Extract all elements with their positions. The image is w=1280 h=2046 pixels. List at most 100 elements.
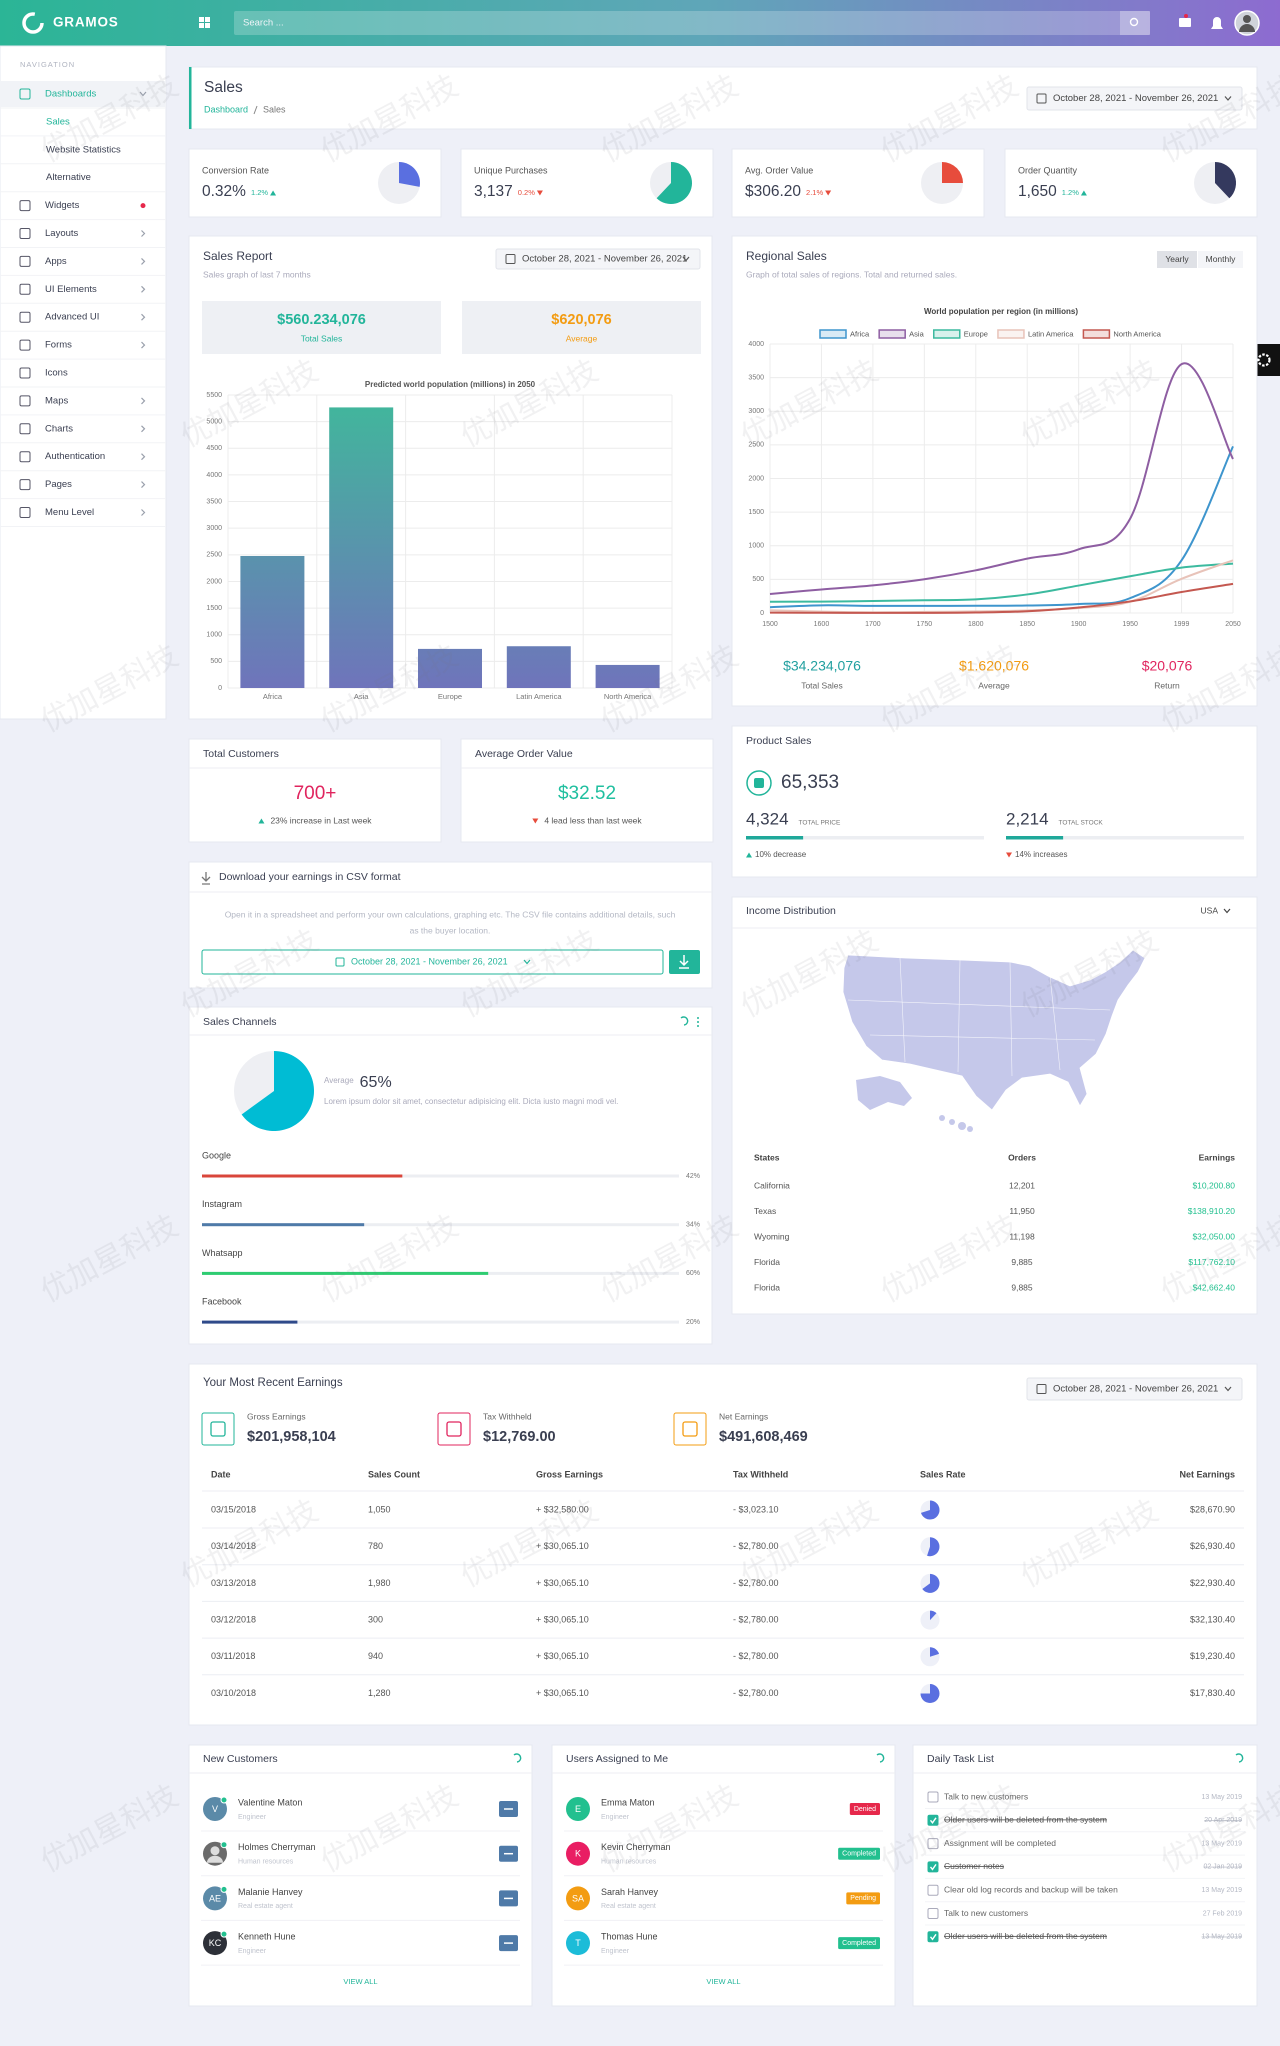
- menu-item[interactable]: Menu Level: [45, 507, 94, 518]
- toggle-button[interactable]: [1198, 251, 1243, 268]
- refresh-icon[interactable]: [680, 1016, 689, 1026]
- stat-change: 0.2%: [518, 188, 535, 197]
- checkbox[interactable]: [927, 1861, 939, 1873]
- y-tick-label: 3500: [206, 498, 222, 505]
- channel-bar: [202, 1271, 489, 1275]
- table-cell: $117,762.10: [1188, 1257, 1235, 1267]
- table-cell: $22,930.40: [1190, 1578, 1235, 1588]
- channel-name: Facebook: [202, 1296, 242, 1306]
- apps-icon[interactable]: [205, 17, 210, 22]
- view-all-link[interactable]: VIEW ALL: [343, 1977, 377, 1986]
- title-accent: [189, 67, 192, 129]
- apps-icon[interactable]: [199, 17, 204, 22]
- table-cell: 9,885: [1011, 1282, 1033, 1292]
- submenu-item[interactable]: Alternative: [46, 172, 91, 183]
- checkbox[interactable]: [927, 1908, 939, 1919]
- submenu-item[interactable]: Website Statistics: [46, 144, 121, 155]
- online-dot: [220, 1841, 228, 1849]
- toggle-button[interactable]: [1157, 251, 1197, 268]
- product-item-note: 14% increases: [1015, 850, 1067, 859]
- more-icon[interactable]: [697, 1025, 699, 1027]
- menu-item[interactable]: Widgets: [45, 200, 80, 211]
- line-series: [769, 362, 1234, 596]
- menu-item[interactable]: Icons: [45, 368, 68, 379]
- date-input[interactable]: [201, 949, 664, 975]
- person-name: Kevin Cherryman: [601, 1842, 671, 1852]
- table-cell: 1,050: [368, 1504, 391, 1514]
- alaska-map: [856, 1076, 912, 1110]
- menu-item[interactable]: Pages: [45, 479, 72, 490]
- person-name: Kenneth Hune: [238, 1931, 296, 1941]
- breadcrumb-separator: [253, 105, 258, 115]
- more-icon[interactable]: [697, 1017, 699, 1019]
- footer-label: Average: [978, 680, 1010, 690]
- summary-label: Net Earnings: [719, 1411, 768, 1421]
- menu-item[interactable]: Layouts: [45, 228, 79, 239]
- apps-icon[interactable]: [205, 23, 210, 28]
- table-cell: + $30,065.10: [536, 1578, 589, 1588]
- user-avatar-body: [1239, 24, 1255, 32]
- download-icon: [679, 955, 689, 969]
- bell-icon[interactable]: [1211, 17, 1223, 29]
- refresh-icon[interactable]: [876, 1753, 885, 1763]
- table-cell: - $3,023.10: [733, 1504, 779, 1514]
- stat-label: Order Quantity: [1018, 165, 1078, 175]
- date-picker[interactable]: [1026, 1377, 1243, 1401]
- menu-item[interactable]: Maps: [45, 395, 68, 406]
- average-value: 65%: [360, 1074, 392, 1091]
- x-tick-label: 1700: [865, 621, 881, 628]
- checkbox[interactable]: [927, 1791, 939, 1803]
- table-cell: + $30,065.10: [536, 1651, 589, 1661]
- search-input[interactable]: [234, 11, 1150, 35]
- table-cell: California: [754, 1180, 790, 1190]
- user-avatar-head: [1243, 15, 1251, 23]
- table-header: Net Earnings: [1179, 1469, 1235, 1479]
- checkbox[interactable]: [927, 1884, 939, 1896]
- checkbox[interactable]: [927, 1838, 939, 1850]
- menu-item[interactable]: Forms: [45, 340, 72, 351]
- checkmark: [929, 1933, 937, 1941]
- summary-value: $491,608,469: [719, 1429, 808, 1445]
- menu-item[interactable]: Apps: [45, 256, 67, 267]
- more-icon[interactable]: [697, 1021, 699, 1023]
- menu-item[interactable]: UI Elements: [45, 284, 97, 295]
- checkbox[interactable]: [927, 1931, 939, 1943]
- x-tick-label: Asia: [354, 692, 369, 701]
- card: [188, 738, 442, 843]
- date-picker[interactable]: [495, 248, 701, 270]
- summary-label: Tax Withheld: [483, 1411, 532, 1421]
- country-select[interactable]: USA: [1201, 905, 1219, 915]
- menu-item[interactable]: Dashboards: [45, 89, 96, 100]
- submenu-item[interactable]: Sales: [46, 116, 70, 127]
- refresh-icon[interactable]: [513, 1753, 522, 1763]
- mail-icon[interactable]: [1179, 18, 1191, 27]
- trend-arrow: [270, 190, 277, 196]
- menu-item[interactable]: Authentication: [45, 451, 105, 462]
- summary-value: $560.234,076: [277, 312, 366, 328]
- view-all-link[interactable]: VIEW ALL: [706, 1977, 740, 1986]
- table-cell: - $2,780.00: [733, 1541, 779, 1551]
- menu-item[interactable]: Advanced UI: [45, 312, 99, 323]
- channel-value: 20%: [686, 1319, 700, 1326]
- y-tick-label: 4000: [206, 472, 222, 479]
- y-tick-label: 1000: [748, 543, 764, 550]
- breadcrumb-link[interactable]: Dashboard: [204, 104, 248, 114]
- y-tick-label: 2000: [206, 578, 222, 585]
- task-text: Customer notes: [944, 1861, 1004, 1871]
- refresh-icon[interactable]: [1235, 1753, 1244, 1763]
- date-picker[interactable]: [1026, 86, 1243, 111]
- x-tick-label: 1600: [814, 621, 830, 628]
- legend-label: Europe: [964, 329, 988, 338]
- card-title: Total Customers: [203, 748, 279, 760]
- average-text: Lorem ipsum dolor sit amet, consectetur …: [324, 1097, 618, 1106]
- table-cell: 03/15/2018: [211, 1504, 256, 1514]
- avatar-initials: V: [212, 1804, 218, 1814]
- menu-icon: [19, 283, 31, 295]
- x-tick-label: North America: [604, 692, 652, 701]
- apps-icon[interactable]: [199, 23, 204, 28]
- legend-label: Africa: [850, 329, 870, 338]
- search-button[interactable]: [1120, 11, 1150, 35]
- task-text: Clear old log records and backup will be…: [944, 1884, 1118, 1894]
- hawaii-map: [958, 1122, 966, 1130]
- menu-item[interactable]: Charts: [45, 423, 73, 434]
